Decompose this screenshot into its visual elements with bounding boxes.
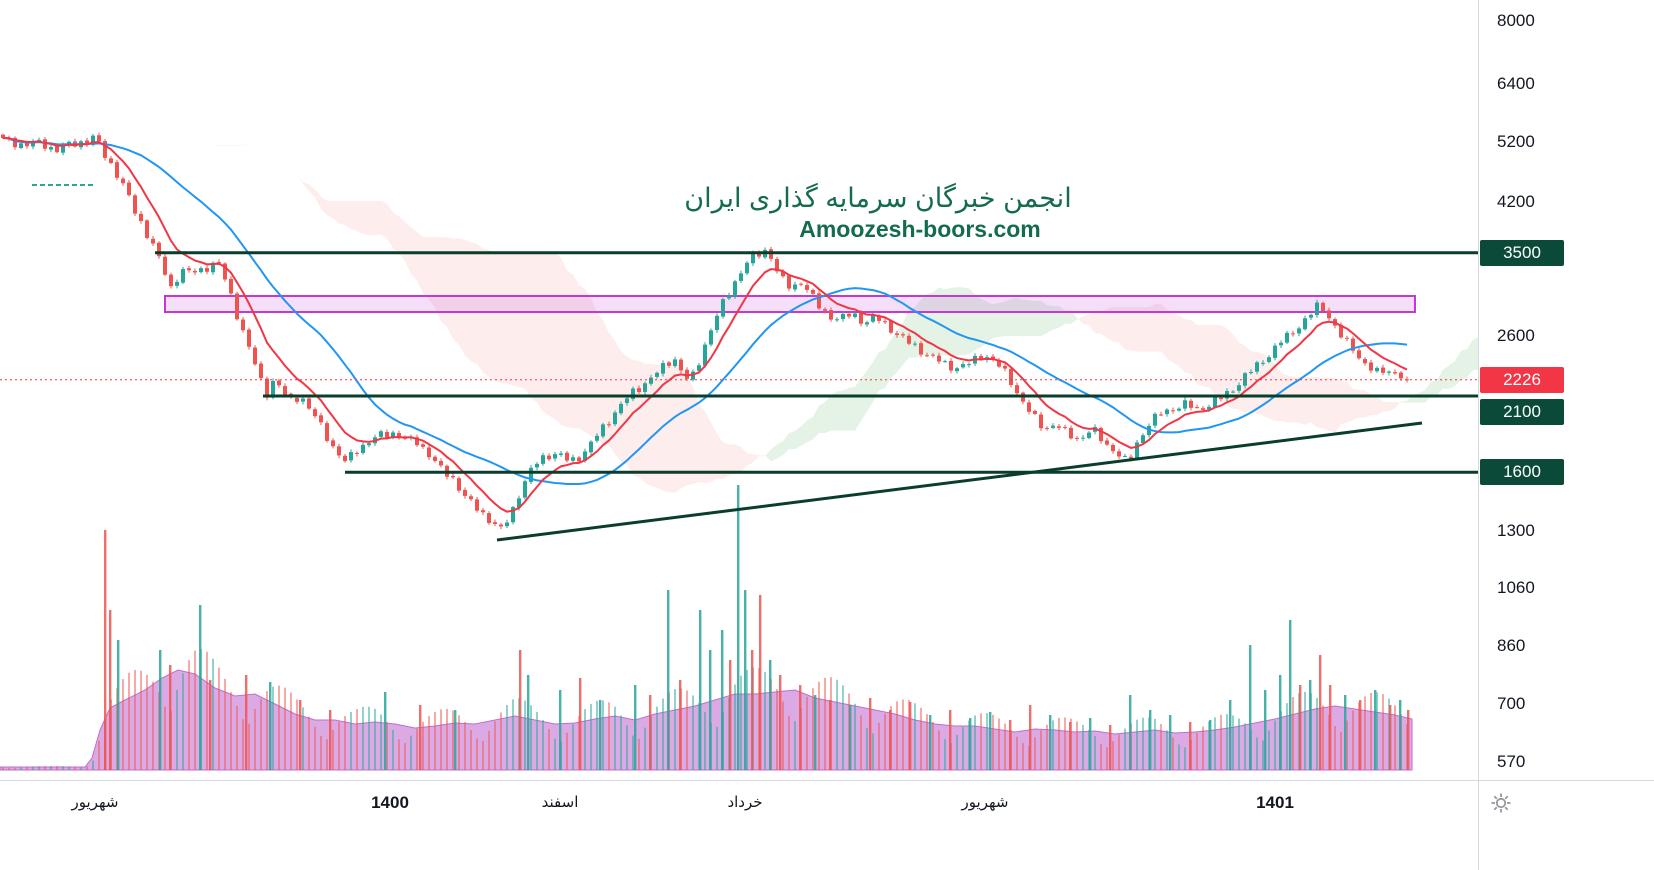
price-tick-label: 2600 [1497,326,1535,346]
supply-zone-layer [164,295,1416,313]
time-axis-label: خرداد [727,794,763,811]
drawing-tools-layer [0,184,1478,542]
time-axis-label: 1400 [371,793,409,812]
price-tick-label: 5200 [1497,131,1535,151]
price-tick-label: 6400 [1497,73,1535,93]
time-axis-label: شهریور [71,794,119,811]
chart-pane[interactable]: انجمن خبرگان سرمایه گذاری ایران Amoozesh… [0,0,1478,780]
price-tick-label: 860 [1497,636,1526,656]
price-badge-3500: 3500 [1480,239,1564,266]
time-axis-label: شهریور [961,794,1009,811]
price-tick-label: 1300 [1497,520,1535,540]
price-chart[interactable] [0,0,1478,780]
price-axis[interactable]: 8000 6400 5200 4200 2600 1300 1060 860 700 570 350… [1478,0,1654,780]
settings-gear-icon[interactable] [1489,791,1513,815]
volume-bars [2,485,1410,770]
price-badge-2226: 2226 [1480,367,1564,393]
axis-corner [1478,780,1654,870]
price-tick-label: 1060 [1497,577,1535,597]
price-badge-2100: 2100 [1480,399,1564,425]
price-tick-label: 570 [1497,751,1526,771]
price-tick-label: 8000 [1497,11,1535,30]
time-axis-label: 1401 [1256,793,1294,812]
moving-averages-layer [2,137,1408,513]
candles-layer [1,132,1409,530]
time-axis-label: اسفند [541,794,579,811]
price-tick-label: 700 [1497,694,1526,714]
time-axis[interactable]: شهریور 1400 اسفند خرداد شهریور 1401 [0,780,1478,870]
ichimoku-cloud-layer [159,138,1478,493]
price-tick-label: 4200 [1497,191,1535,211]
price-badge-1600: 1600 [1480,459,1564,486]
